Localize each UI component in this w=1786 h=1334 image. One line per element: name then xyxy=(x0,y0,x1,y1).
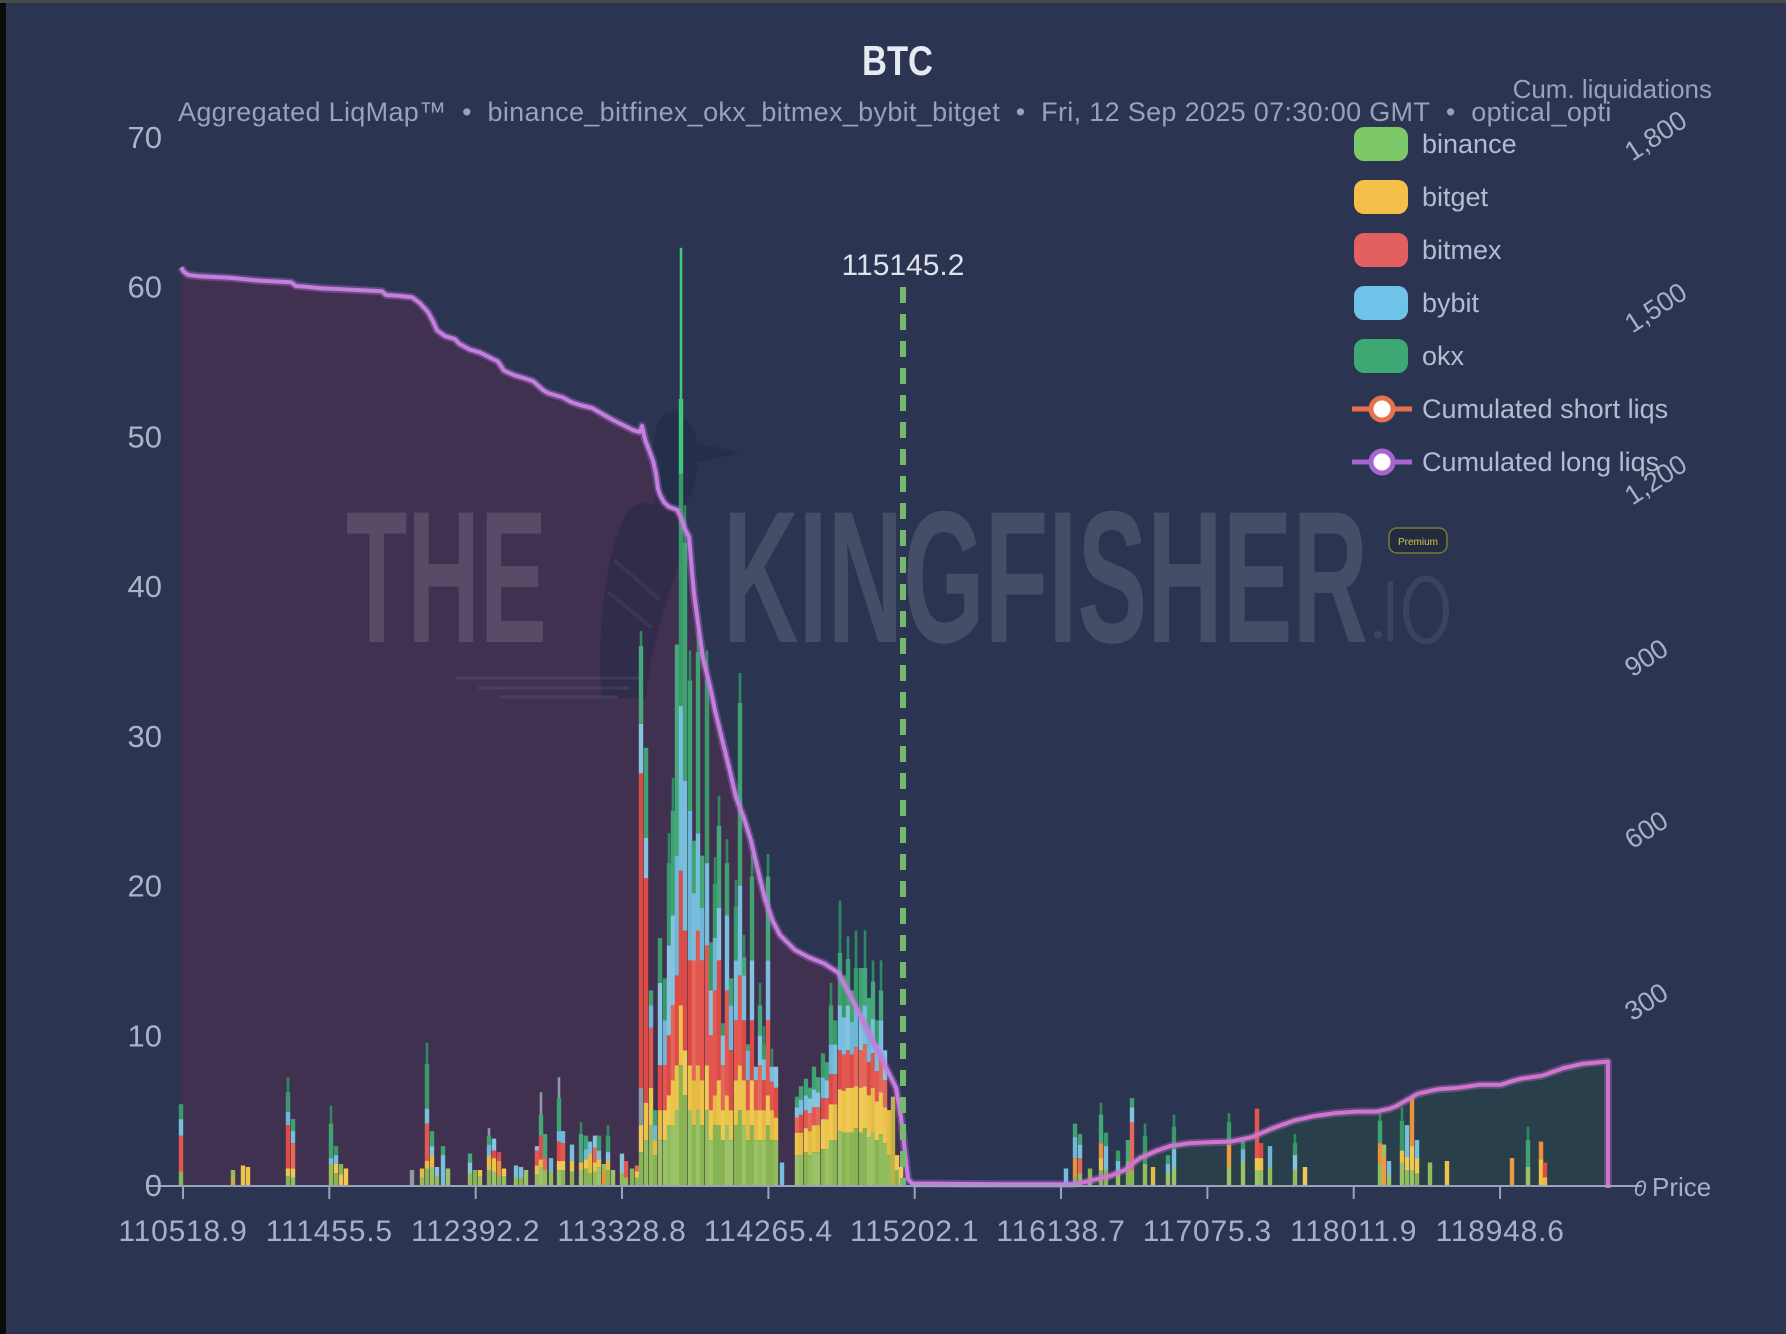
svg-text:40: 40 xyxy=(128,569,162,604)
svg-text:THE: THE xyxy=(346,472,547,682)
svg-text:113328.8: 113328.8 xyxy=(557,1215,686,1248)
svg-text:bitmex: bitmex xyxy=(1422,235,1502,265)
svg-text:Cumulated long liqs: Cumulated long liqs xyxy=(1422,447,1659,477)
svg-text:Cum. liquidations: Cum. liquidations xyxy=(1513,74,1712,104)
svg-text:20: 20 xyxy=(128,869,162,904)
svg-text:70: 70 xyxy=(128,120,162,155)
svg-text:116138.7: 116138.7 xyxy=(996,1215,1125,1248)
svg-text:110518.9: 110518.9 xyxy=(118,1215,247,1248)
svg-text:0: 0 xyxy=(1634,1176,1647,1201)
svg-text:60: 60 xyxy=(128,270,162,305)
svg-text:30: 30 xyxy=(128,719,162,754)
svg-text:114265.4: 114265.4 xyxy=(704,1215,833,1248)
svg-text:10: 10 xyxy=(128,1018,162,1053)
svg-text:Aggregated LiqMap™ • binance: Aggregated LiqMap™ • binance_bitfinex_ok… xyxy=(178,97,1612,127)
svg-text:117075.3: 117075.3 xyxy=(1143,1215,1272,1248)
svg-text:118011.9: 118011.9 xyxy=(1290,1215,1417,1248)
svg-text:binance: binance xyxy=(1422,129,1517,159)
svg-text:bybit: bybit xyxy=(1422,288,1480,318)
svg-text:115145.2: 115145.2 xyxy=(842,249,965,282)
svg-text:Premium: Premium xyxy=(1398,537,1438,548)
svg-text:118948.6: 118948.6 xyxy=(1435,1215,1564,1248)
svg-text:115202.1: 115202.1 xyxy=(850,1215,979,1248)
svg-text:bitget: bitget xyxy=(1422,182,1489,212)
svg-text:111455.5: 111455.5 xyxy=(266,1215,393,1248)
svg-text:KINGFISHER: KINGFISHER xyxy=(723,472,1368,682)
svg-text:okx: okx xyxy=(1422,341,1465,371)
svg-text:BTC: BTC xyxy=(862,37,933,84)
svg-text:112392.2: 112392.2 xyxy=(411,1215,540,1248)
svg-text:Price: Price xyxy=(1652,1172,1711,1202)
svg-text:Cumulated short liqs: Cumulated short liqs xyxy=(1422,394,1668,424)
svg-text:0: 0 xyxy=(145,1168,162,1203)
svg-text:50: 50 xyxy=(128,420,162,455)
